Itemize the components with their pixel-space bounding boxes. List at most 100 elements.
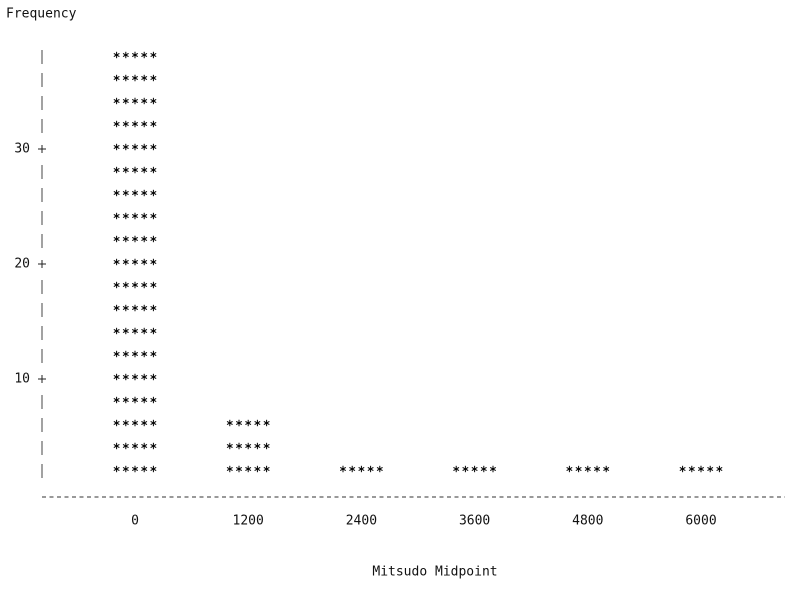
x-tick-label: 3600 bbox=[459, 514, 490, 529]
asterisk-stroke bbox=[141, 52, 148, 58]
asterisk-stroke bbox=[131, 420, 139, 426]
asterisk-stroke bbox=[113, 213, 120, 219]
asterisk-stroke bbox=[113, 374, 120, 380]
bar bbox=[679, 465, 723, 473]
asterisk-stroke bbox=[131, 443, 139, 449]
asterisk-stroke bbox=[131, 236, 139, 242]
asterisk-stroke bbox=[150, 167, 157, 173]
bar bbox=[566, 465, 610, 473]
asterisk-stroke bbox=[122, 282, 129, 288]
asterisk-stroke bbox=[131, 328, 139, 334]
asterisk-stroke bbox=[226, 443, 233, 449]
x-tick-label: 2400 bbox=[346, 514, 377, 529]
asterisk-stroke bbox=[707, 466, 714, 472]
asterisk-stroke bbox=[150, 259, 157, 265]
asterisk-stroke bbox=[150, 190, 157, 196]
asterisk-stroke bbox=[113, 397, 120, 403]
asterisk-stroke bbox=[226, 466, 233, 472]
asterisk-stroke bbox=[122, 397, 129, 403]
asterisk-stroke bbox=[150, 213, 157, 219]
asterisk-stroke bbox=[150, 75, 157, 81]
asterisk-stroke bbox=[245, 443, 252, 449]
asterisk-stroke bbox=[131, 167, 139, 173]
asterisk-stroke bbox=[150, 144, 157, 150]
asterisk-stroke bbox=[150, 236, 157, 242]
asterisk-stroke bbox=[593, 466, 601, 472]
asterisk-stroke bbox=[716, 466, 723, 472]
asterisk-stroke bbox=[480, 466, 487, 472]
asterisk-stroke bbox=[263, 420, 270, 426]
asterisk-stroke bbox=[141, 305, 148, 311]
x-tick-label: 4800 bbox=[572, 514, 603, 529]
bar bbox=[453, 465, 497, 473]
bar bbox=[339, 465, 383, 473]
y-tick-label: 10 bbox=[14, 372, 30, 387]
asterisk-stroke bbox=[122, 328, 129, 334]
asterisk-stroke bbox=[263, 443, 270, 449]
asterisk-stroke bbox=[150, 121, 157, 127]
asterisk-stroke bbox=[113, 443, 120, 449]
asterisk-stroke bbox=[141, 351, 148, 357]
x-tick-label: 0 bbox=[131, 514, 139, 529]
asterisk-stroke bbox=[113, 167, 120, 173]
asterisk-stroke bbox=[122, 98, 129, 104]
asterisk-stroke bbox=[113, 282, 120, 288]
x-axis-label: Mitsudo Midpoint bbox=[372, 565, 497, 580]
asterisk-stroke bbox=[131, 52, 139, 58]
asterisk-stroke bbox=[122, 259, 129, 265]
asterisk-stroke bbox=[603, 466, 610, 472]
asterisk-stroke bbox=[131, 374, 139, 380]
asterisk-stroke bbox=[254, 420, 261, 426]
asterisk-stroke bbox=[113, 259, 120, 265]
asterisk-stroke bbox=[122, 351, 129, 357]
asterisk-stroke bbox=[150, 374, 157, 380]
y-tick-label: 20 bbox=[14, 257, 30, 272]
asterisk-stroke bbox=[245, 420, 252, 426]
asterisk-stroke bbox=[131, 75, 139, 81]
asterisk-stroke bbox=[122, 190, 129, 196]
asterisk-stroke bbox=[575, 466, 582, 472]
asterisk-stroke bbox=[122, 213, 129, 219]
asterisk-stroke bbox=[131, 305, 139, 311]
asterisk-stroke bbox=[141, 213, 148, 219]
asterisk-stroke bbox=[122, 305, 129, 311]
asterisk-stroke bbox=[141, 167, 148, 173]
asterisk-stroke bbox=[367, 466, 374, 472]
asterisk-stroke bbox=[489, 466, 497, 472]
asterisk-stroke bbox=[150, 305, 157, 311]
asterisk-stroke bbox=[150, 420, 157, 426]
asterisk-stroke bbox=[254, 466, 261, 472]
asterisk-stroke bbox=[235, 466, 243, 472]
asterisk-stroke bbox=[376, 466, 383, 472]
asterisk-stroke bbox=[122, 374, 129, 380]
asterisk-stroke bbox=[131, 98, 139, 104]
y-tick-label: 30 bbox=[14, 142, 30, 157]
asterisk-stroke bbox=[263, 466, 270, 472]
asterisk-stroke bbox=[122, 443, 129, 449]
asterisk-stroke bbox=[131, 190, 139, 196]
asterisk-stroke bbox=[131, 259, 139, 265]
asterisk-stroke bbox=[235, 420, 243, 426]
bar bbox=[226, 419, 270, 473]
asterisk-stroke bbox=[150, 52, 157, 58]
tick-mark bbox=[38, 375, 46, 383]
asterisk-stroke bbox=[141, 144, 148, 150]
asterisk-stroke bbox=[688, 466, 695, 472]
asterisk-stroke bbox=[113, 121, 120, 127]
asterisk-stroke bbox=[339, 466, 347, 472]
asterisk-stroke bbox=[245, 466, 252, 472]
asterisk-stroke bbox=[113, 305, 120, 311]
asterisk-stroke bbox=[113, 236, 120, 242]
x-tick-label: 1200 bbox=[233, 514, 264, 529]
asterisk-stroke bbox=[349, 466, 356, 472]
asterisk-stroke bbox=[584, 466, 591, 472]
asterisk-stroke bbox=[150, 98, 157, 104]
asterisk-stroke bbox=[131, 466, 139, 472]
asterisk-stroke bbox=[141, 75, 148, 81]
asterisk-stroke bbox=[131, 213, 139, 219]
y-axis-label: Frequency bbox=[6, 7, 77, 22]
asterisk-stroke bbox=[141, 420, 148, 426]
asterisk-stroke bbox=[122, 52, 129, 58]
bar bbox=[113, 51, 157, 473]
